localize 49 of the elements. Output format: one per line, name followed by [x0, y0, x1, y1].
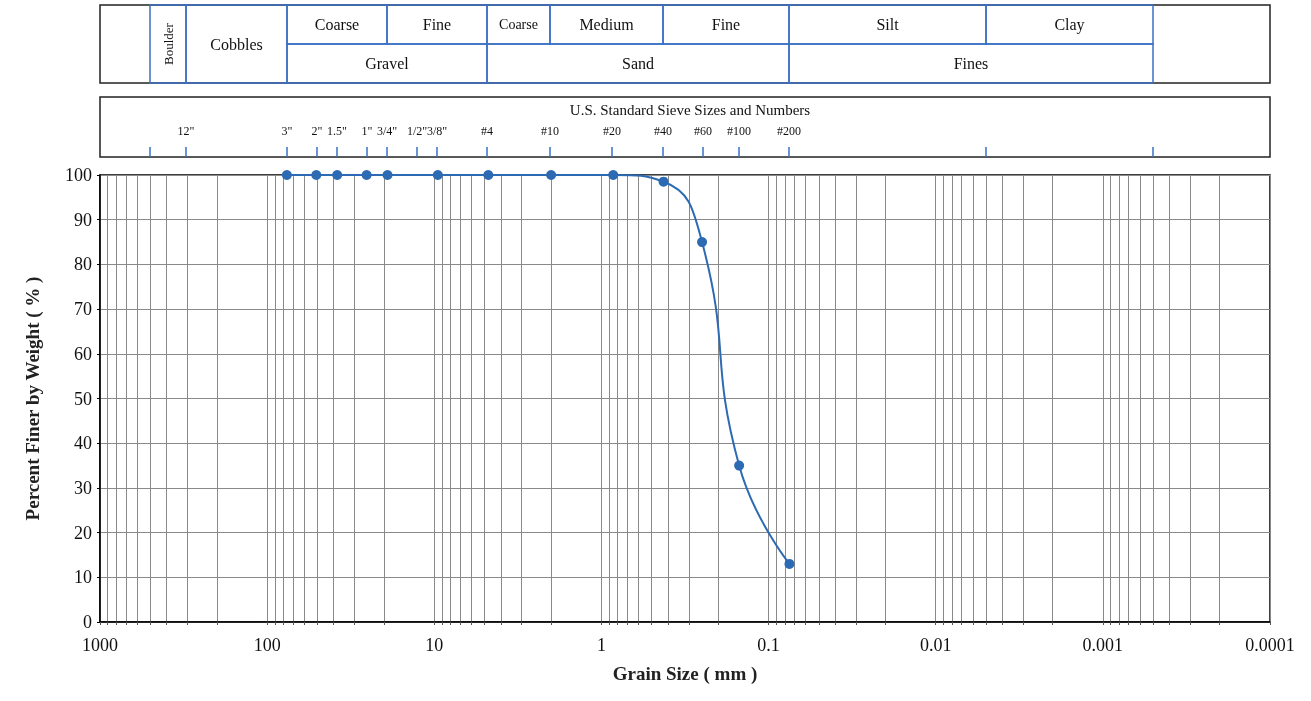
text: Silt — [876, 16, 900, 33]
x-tick-label: 1 — [596, 635, 606, 655]
text: 1" — [361, 124, 373, 138]
text: #4 — [481, 124, 493, 138]
x-tick-label: 0.0001 — [1245, 635, 1295, 655]
text: Boulder — [160, 22, 176, 65]
text: #20 — [603, 124, 621, 138]
text: Sand — [622, 55, 654, 72]
y-tick-label: 40 — [74, 433, 92, 454]
text: Fine — [711, 16, 741, 33]
text: U.S. Standard Sieve Sizes and Numbers — [569, 102, 811, 118]
text: Fine — [422, 16, 452, 33]
y-axis-title: Percent Finer by Weight ( % ) — [22, 276, 44, 521]
text: Fines — [953, 55, 989, 72]
y-tick-label: 20 — [74, 522, 92, 543]
text: #60 — [694, 124, 712, 138]
y-tick-label: 0 — [83, 612, 92, 632]
y-tick-label: 80 — [74, 254, 92, 275]
y-tick-label: 70 — [74, 299, 92, 320]
text: 12" — [177, 124, 195, 138]
x-axis-title: Grain Size ( mm ) — [612, 663, 758, 685]
text: Coarse — [499, 17, 538, 32]
text: #10 — [541, 124, 559, 138]
text: 3/8" — [426, 124, 448, 138]
y-tick-label: 90 — [74, 209, 92, 230]
text: Gravel — [365, 55, 410, 72]
text: 1.5" — [327, 124, 348, 138]
text: 1/2" — [406, 124, 428, 138]
y-tick-label: 10 — [74, 567, 92, 588]
text: Coarse — [314, 16, 360, 33]
x-tick-label: 0.1 — [757, 635, 780, 655]
text: Medium — [579, 16, 635, 33]
text: Clay — [1054, 16, 1085, 34]
x-tick-label: 0.001 — [1082, 635, 1124, 655]
text: 2" — [311, 124, 323, 138]
text: #40 — [654, 124, 672, 138]
text: 3/4" — [376, 124, 398, 138]
y-tick-label: 30 — [74, 477, 92, 498]
text: Cobbles — [210, 35, 263, 53]
x-tick-label: 100 — [253, 635, 281, 655]
x-tick-label: 0.01 — [919, 635, 952, 655]
x-tick-label: 1000 — [82, 635, 118, 655]
text: 3" — [281, 124, 293, 138]
y-tick-label: 60 — [74, 343, 92, 364]
text: #200 — [777, 124, 801, 138]
y-tick-label: 100 — [65, 165, 92, 185]
text: #100 — [727, 124, 751, 138]
x-tick-label: 10 — [425, 635, 444, 655]
y-tick-label: 50 — [74, 388, 92, 409]
